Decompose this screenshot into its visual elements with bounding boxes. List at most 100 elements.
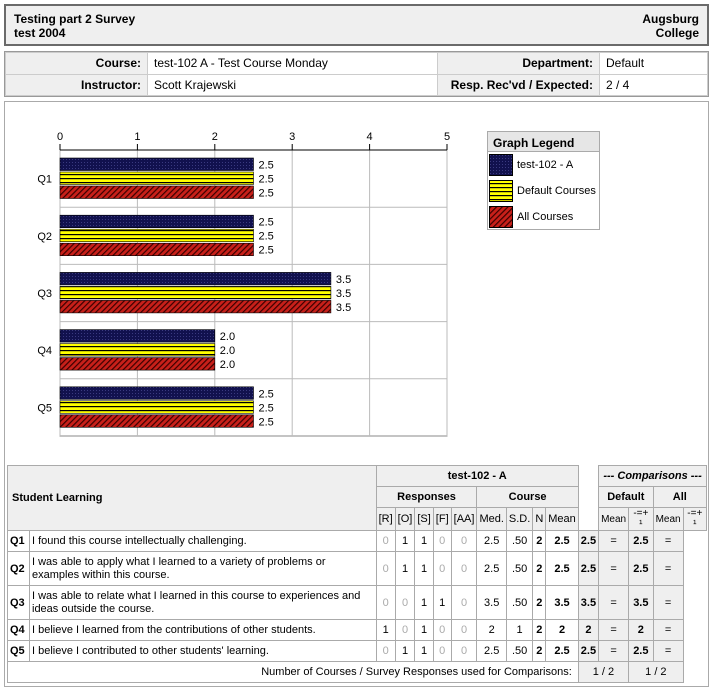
default-mean: 3.5 [577,585,600,620]
bar-value-label: 2.0 [220,359,235,371]
comparisons-header: --- Comparisons --- [598,465,707,487]
resp-s: 1 [414,585,434,620]
default-mean: 2.5 [577,551,600,586]
results-table: Student Learning test-102 - A --- Compar… [7,465,708,683]
resp-s: 1 [414,530,434,552]
question-text: I was able to relate what I learned in t… [29,585,377,620]
legend-title: Graph Legend [488,132,599,152]
column-header: Med. [476,507,507,531]
course-mean: 2.5 [545,640,579,662]
median: 3.5 [476,585,507,620]
bar [59,357,216,371]
resp-o: 1 [394,551,416,586]
bar [59,171,254,185]
category-label: Q5 [37,402,52,414]
legend-label: Default Courses [517,185,596,197]
legend-label: test-102 - A [517,159,574,171]
all-mean: 2.5 [628,640,654,662]
organization-name: Augsburg College [642,12,699,40]
n-count: 2 [532,585,547,620]
org-line2: College [655,26,699,40]
responses-value: 2 / 4 [599,73,708,96]
x-tick-label: 3 [289,131,295,143]
all-compare: = [652,530,684,552]
column-header: N [532,507,547,531]
all-compare: = [652,585,684,620]
all-mean: 2.5 [628,551,654,586]
question-text: I believe I contributed to other student… [29,640,377,662]
resp-r: 0 [375,585,396,620]
legend-swatch-series1 [489,154,513,176]
bar-value-label: 2.5 [259,388,274,400]
question-id: Q4 [7,619,30,641]
course-mean: 2.5 [545,530,579,552]
bar-value-label: 3.5 [336,288,351,300]
bar [59,228,254,242]
graph-legend: Graph Legend test-102 - A Default Course… [487,131,600,230]
footer-all-count: 1 / 2 [628,661,684,683]
x-tick-label: 5 [444,131,450,143]
survey-title: Testing part 2 Survey test 2004 [14,12,135,40]
bar-chart: 0 1 2 3 4 5 Q1 2.5 2.5 2.5 Q2 2.5 2.5 2.5 Q3 3.5 3.5 3.5 Q… [37,131,450,437]
bar [59,185,254,199]
x-tick-label: 2 [212,131,218,143]
column-header: [F] [432,507,452,531]
resp-aa: 0 [450,619,478,641]
n-count: 2 [532,619,547,641]
bar [59,343,216,357]
bar-value-label: 2.0 [220,331,235,343]
resp-f: 1 [432,585,452,620]
column-header: -=+ ¹ [682,507,708,531]
default-compare: = [598,585,630,620]
instructor-label: Instructor: [5,73,148,96]
all-mean: 2.5 [628,530,654,552]
resp-r: 0 [375,640,396,662]
default-compare: = [598,640,630,662]
resp-aa: 0 [450,530,478,552]
resp-o: 0 [394,619,416,641]
x-tick-label: 1 [134,131,140,143]
question-id: Q5 [7,640,30,662]
all-compare: = [652,640,684,662]
resp-f: 0 [432,619,452,641]
question-id: Q1 [7,530,30,552]
bar-value-label: 2.5 [259,160,274,172]
n-count: 2 [532,551,547,586]
resp-r: 0 [375,551,396,586]
column-header: -=+ ¹ [628,507,654,531]
course-value: test-102 A - Test Course Monday [147,52,438,75]
bar-value-label: 3.5 [336,302,351,314]
n-count: 2 [532,530,547,552]
legend-item: All Courses [488,204,599,230]
question-id: Q3 [7,585,30,620]
bar-value-label: 2.5 [259,402,274,414]
resp-o: 0 [394,585,416,620]
all-header: All [652,486,708,508]
table-row: Q4 I believe I learned from the contribut… [7,619,707,641]
course-stats-header: Course [476,486,579,508]
category-label: Q4 [37,345,52,357]
bar-value-label: 2.5 [259,174,274,186]
column-header: S.D. [505,507,534,531]
default-compare: = [598,551,630,586]
all-mean: 2 [628,619,654,641]
category-label: Q3 [37,288,52,300]
default-mean: 2.5 [577,530,600,552]
legend-item: Default Courses [488,178,599,204]
legend-swatch-series2 [489,180,513,202]
default-compare: = [598,619,630,641]
bar-value-label: 2.5 [259,416,274,428]
all-mean: 3.5 [628,585,654,620]
resp-f: 0 [432,530,452,552]
resp-f: 0 [432,551,452,586]
bar-value-label: 2.5 [259,188,274,200]
course-group-header: test-102 - A [375,465,579,487]
all-compare: = [652,619,684,641]
table-row: Q3 I was able to relate what I learned in… [7,585,707,620]
resp-aa: 0 [450,551,478,586]
category-label: Q2 [37,231,52,243]
bar-value-label: 2.5 [259,245,274,257]
results-panel [4,101,709,687]
survey-title-line2: test 2004 [14,26,66,40]
question-id: Q2 [7,551,30,586]
